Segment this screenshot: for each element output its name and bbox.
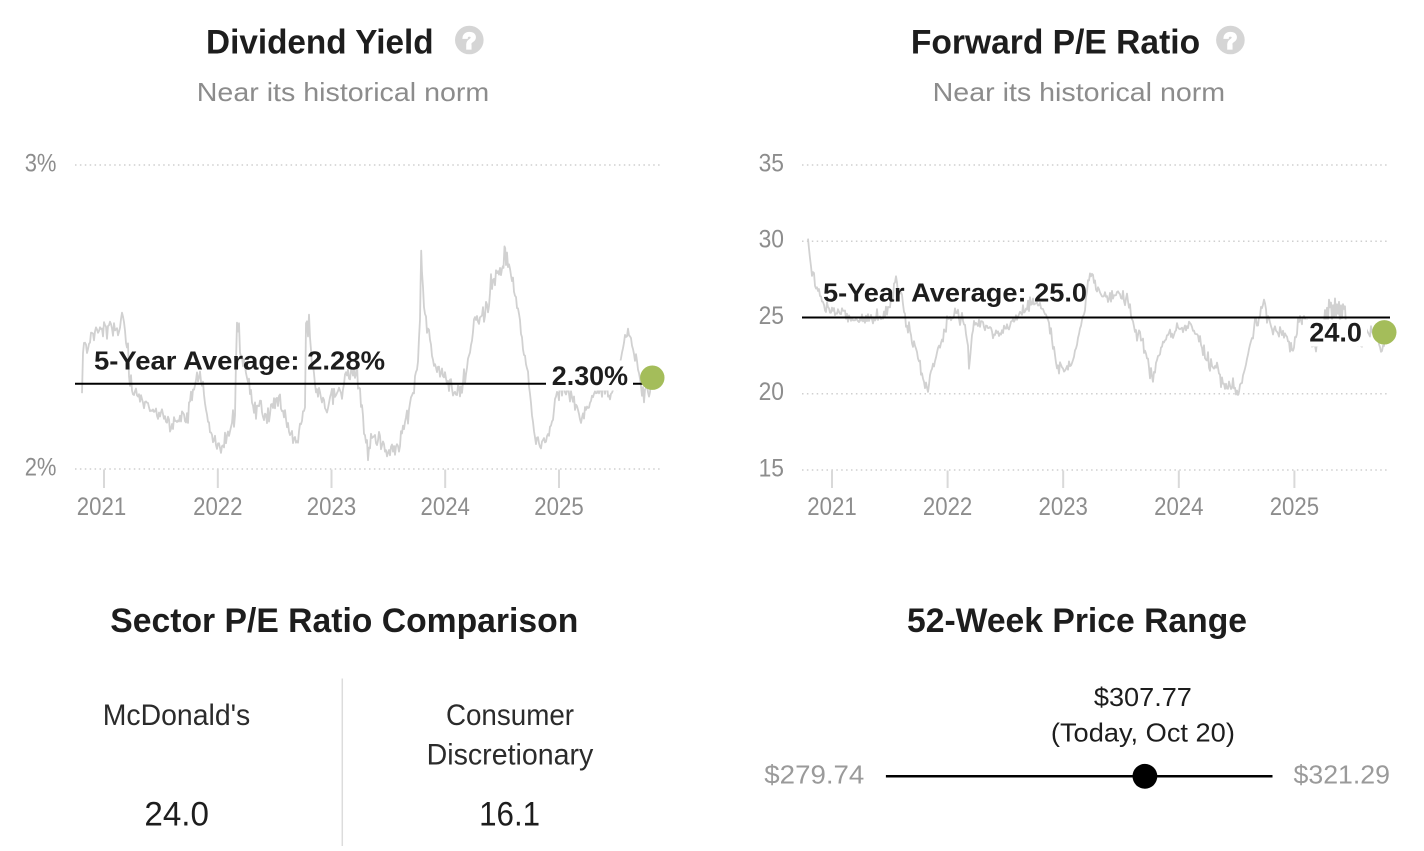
svg-text:2023: 2023 [1039, 493, 1088, 521]
svg-text:(Today, Oct 20): (Today, Oct 20) [1051, 717, 1235, 747]
svg-text:24.0: 24.0 [144, 796, 209, 834]
svg-text:2021: 2021 [807, 493, 856, 521]
svg-text:Consumer: Consumer [446, 699, 574, 732]
svg-text:2%: 2% [25, 454, 57, 482]
svg-text:Dividend Yield: Dividend Yield [206, 23, 434, 61]
svg-text:2022: 2022 [193, 493, 242, 521]
svg-text:52-Week Price Range: 52-Week Price Range [907, 602, 1247, 640]
svg-text:35: 35 [759, 149, 784, 177]
svg-text:?: ? [1224, 29, 1237, 54]
svg-text:2024: 2024 [421, 493, 470, 521]
svg-text:Near its historical norm: Near its historical norm [933, 77, 1226, 107]
svg-text:30: 30 [759, 226, 784, 254]
svg-text:Forward P/E Ratio: Forward P/E Ratio [911, 23, 1200, 61]
svg-text:2.30%: 2.30% [552, 361, 628, 391]
svg-text:20: 20 [759, 378, 784, 406]
svg-text:5-Year Average: 2.28%: 5-Year Average: 2.28% [94, 345, 385, 375]
svg-text:$321.29: $321.29 [1294, 760, 1391, 790]
svg-text:2025: 2025 [534, 493, 583, 521]
svg-text:24.0: 24.0 [1309, 318, 1362, 348]
svg-text:15: 15 [759, 454, 784, 482]
svg-text:25: 25 [759, 302, 784, 330]
svg-text:Near its historical norm: Near its historical norm [197, 77, 490, 107]
svg-text:Discretionary: Discretionary [427, 738, 594, 771]
svg-text:2024: 2024 [1154, 493, 1203, 521]
svg-text:?: ? [463, 29, 476, 54]
svg-text:5-Year Average: 25.0: 5-Year Average: 25.0 [823, 277, 1087, 307]
svg-text:2022: 2022 [923, 493, 972, 521]
svg-text:16.1: 16.1 [479, 796, 540, 834]
svg-text:2025: 2025 [1270, 493, 1319, 521]
svg-text:Sector P/E Ratio Comparison: Sector P/E Ratio Comparison [110, 602, 578, 640]
svg-text:2021: 2021 [77, 493, 126, 521]
svg-text:$279.74: $279.74 [764, 760, 864, 790]
svg-text:$307.77: $307.77 [1094, 682, 1192, 712]
svg-text:McDonald's: McDonald's [103, 699, 251, 732]
svg-text:2023: 2023 [307, 493, 356, 521]
svg-text:3%: 3% [25, 149, 57, 177]
